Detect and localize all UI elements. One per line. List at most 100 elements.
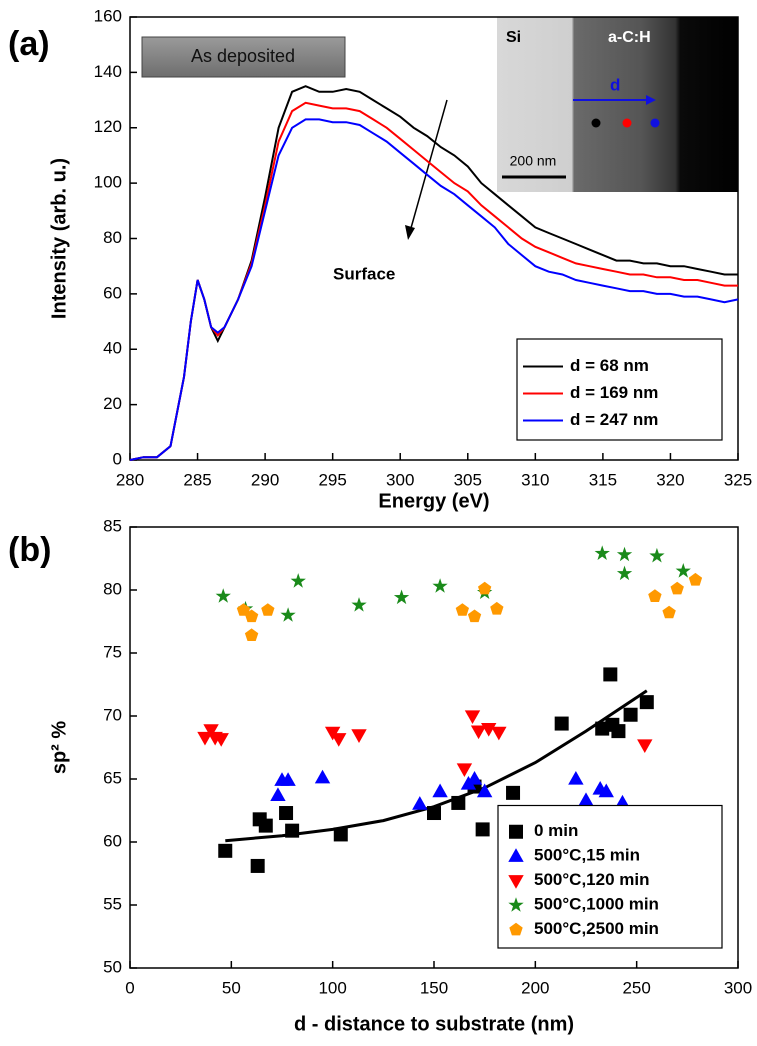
marker [467, 609, 482, 623]
marker [285, 823, 300, 838]
marker [351, 729, 367, 743]
x-tick-label: 305 [454, 470, 482, 489]
marker [393, 589, 410, 605]
annotation-arrowhead [405, 225, 415, 240]
marker [412, 796, 428, 810]
marker [432, 578, 448, 593]
marker [197, 731, 213, 746]
marker [598, 783, 614, 798]
y-tick-label: 75 [103, 642, 122, 661]
marker [491, 726, 507, 741]
marker [670, 581, 684, 595]
y-tick-label: 60 [103, 831, 122, 850]
x-tick-label: 295 [318, 470, 346, 489]
marker [594, 545, 610, 560]
marker [270, 787, 286, 801]
legend-marker [508, 848, 524, 862]
legend-box [516, 338, 723, 441]
x-tick-label: 200 [521, 978, 549, 997]
marker [258, 818, 273, 833]
panel-label: (b) [8, 531, 51, 569]
marker [637, 739, 653, 754]
x-tick-label: 285 [183, 470, 211, 489]
panel-label: (a) [8, 25, 50, 63]
y-tick-label: 85 [103, 516, 122, 535]
inset-dot [650, 118, 660, 128]
marker [688, 572, 703, 586]
plot-frame [129, 16, 739, 461]
marker [261, 603, 275, 616]
marker [333, 827, 348, 842]
marker [568, 770, 584, 785]
legend-marker [509, 824, 523, 839]
inset-label: a-C:H [608, 29, 651, 46]
marker [554, 716, 569, 731]
annotation: Surface [333, 264, 395, 283]
tem-image [497, 17, 738, 192]
marker [280, 772, 296, 786]
y-tick-label: 50 [103, 957, 122, 976]
marker [244, 628, 259, 641]
marker [578, 792, 594, 807]
inset-label: Si [506, 29, 521, 46]
x-tick-label: 310 [521, 470, 549, 489]
x-tick-label: 150 [420, 978, 448, 997]
x-tick-label: 250 [622, 978, 650, 997]
y-axis-title: sp² % [48, 721, 70, 775]
marker [464, 710, 481, 725]
y-tick-label: 140 [94, 62, 122, 81]
marker [213, 733, 229, 747]
marker [244, 609, 259, 623]
marker [314, 769, 331, 784]
x-tick-label: 325 [724, 470, 752, 489]
y-tick-label: 160 [94, 6, 122, 25]
y-tick-label: 70 [103, 705, 122, 724]
x-tick-label: 280 [116, 470, 144, 489]
y-tick-label: 65 [103, 768, 122, 787]
marker [351, 597, 367, 612]
y-tick-label: 55 [103, 894, 122, 913]
x-tick-label: 320 [656, 470, 684, 489]
marker [451, 795, 466, 810]
legend-marker [508, 875, 524, 889]
y-axis-title: Intensity (arb. u.) [48, 158, 70, 319]
marker [236, 603, 251, 616]
marker [648, 589, 662, 602]
scale-label: 200 nm [510, 153, 557, 169]
legend-marker [508, 897, 524, 912]
inset-arrow-label: d [610, 75, 620, 94]
spectrum-line [129, 118, 739, 461]
y-tick-label: 80 [103, 228, 122, 247]
marker [250, 858, 265, 873]
x-tick-label: 300 [724, 978, 752, 997]
y-tick-label: 0 [113, 449, 122, 468]
marker [466, 770, 483, 785]
x-tick-label: 50 [222, 978, 241, 997]
y-tick-label: 100 [94, 173, 122, 192]
x-axis-title: Energy (eV) [378, 490, 489, 512]
legend-label: 500°C,1000 min [534, 895, 659, 914]
annotation-arrow [410, 99, 448, 229]
legend-label: 0 min [534, 821, 578, 840]
legend-label: 500°C,15 min [534, 846, 640, 865]
marker [456, 763, 473, 777]
y-tick-label: 80 [103, 579, 122, 598]
label-box-text: As deposited [191, 46, 295, 66]
inset-arrowhead [646, 95, 656, 105]
marker [675, 563, 691, 578]
x-tick-label: 290 [251, 470, 279, 489]
y-tick-label: 20 [103, 394, 122, 413]
y-tick-label: 120 [94, 117, 122, 136]
marker [279, 806, 294, 821]
x-axis-title: d - distance to substrate (nm) [294, 1013, 574, 1035]
marker [203, 724, 219, 738]
marker [478, 581, 492, 595]
marker [616, 546, 633, 562]
legend-label: d = 169 nm [570, 383, 658, 402]
marker [427, 806, 441, 821]
legend-label: 500°C,120 min [534, 870, 649, 889]
marker [215, 588, 231, 603]
marker [475, 822, 490, 837]
